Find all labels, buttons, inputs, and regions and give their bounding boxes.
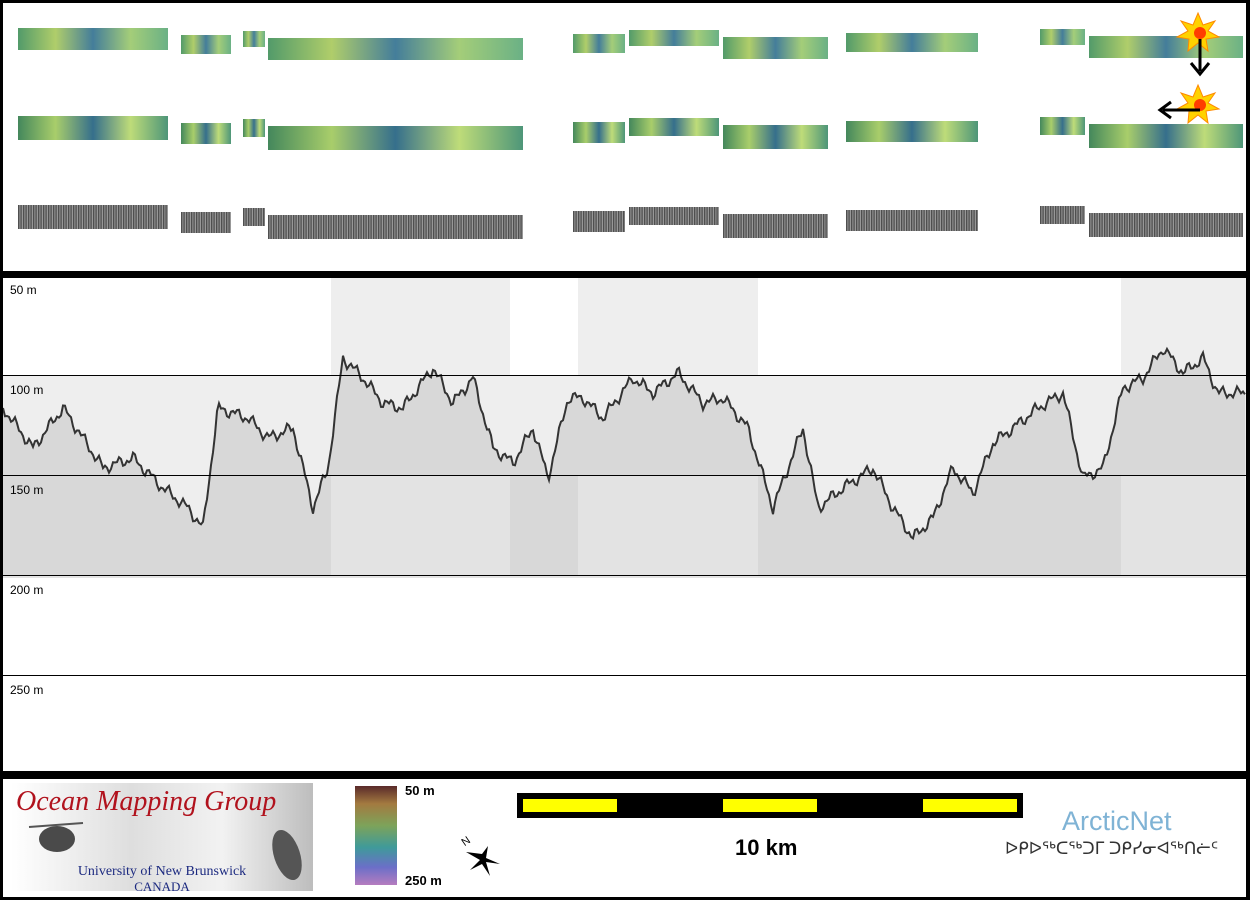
depth-gridline <box>3 575 1246 576</box>
arcticnet-logo: ArcticNet <box>1062 806 1172 836</box>
logo-title: Ocean Mapping Group <box>16 786 277 817</box>
north-arrow-icon: N <box>456 832 504 885</box>
bathymetry-strip <box>723 125 828 149</box>
bathymetry-strip <box>243 31 265 47</box>
scale-bar <box>517 793 1023 818</box>
legend-panel: Ocean Mapping Group University of New Br… <box>3 779 1246 897</box>
bathymetry-strip <box>268 38 523 60</box>
swath-imagery-panel <box>3 3 1246 271</box>
colorbar-top-label: 50 m <box>405 783 435 798</box>
logo-artwork <box>28 822 302 881</box>
backscatter-strip <box>1089 213 1243 237</box>
down-arrow-icon <box>1189 39 1211 77</box>
backscatter-strip <box>846 210 978 231</box>
track-markers <box>1157 11 1221 125</box>
bathymetry-strip <box>573 122 625 143</box>
depth-gridline <box>3 375 1246 376</box>
bathymetry-strip <box>181 35 231 54</box>
bathymetry-strip <box>1040 29 1085 45</box>
backscatter-strip <box>573 211 625 232</box>
depth-gridline <box>3 475 1246 476</box>
bathymetry-strip <box>846 121 978 142</box>
star-burst-icon <box>1175 83 1221 125</box>
scale-segment <box>923 799 1017 812</box>
depth-gridline <box>3 675 1246 676</box>
bathymetry-strip <box>18 116 168 140</box>
left-arrow-icon <box>1157 100 1200 120</box>
depth-label-200: 200 m <box>10 583 44 597</box>
scale-segment <box>523 799 617 812</box>
arcticnet-syllabics: ᐅᑭᐅᖅᑕᖅᑐᒥ ᑐᑭᓯᓂᐊᖅᑎᓖᑦ <box>1005 839 1219 858</box>
backscatter-strip <box>18 205 168 229</box>
logo-university: University of New Brunswick <box>77 864 247 879</box>
bathymetry-strip <box>629 30 719 46</box>
bathymetry-strip <box>18 28 168 50</box>
shaded-band <box>578 278 758 475</box>
ocean-mapping-group-logo: Ocean Mapping Group University of New Br… <box>11 783 313 891</box>
scale-segment <box>723 799 817 812</box>
backscatter-strip <box>268 215 523 239</box>
seafloor-echo-fill <box>3 348 1246 578</box>
north-label: N <box>459 834 472 848</box>
star-burst-icon <box>1175 11 1221 53</box>
bathymetry-strip <box>243 119 265 137</box>
scale-label: 10 km <box>735 835 798 860</box>
backscatter-strip <box>629 207 719 225</box>
bathymetry-strip <box>181 123 231 144</box>
bathymetry-strip <box>723 37 828 59</box>
bathymetry-strip <box>1040 117 1085 135</box>
depth-profile-panel: 50 m 100 m 150 m 200 m 250 m <box>3 278 1246 771</box>
backscatter-strip <box>1040 206 1085 224</box>
colorbar-bottom-label: 250 m <box>405 873 442 888</box>
depth-colorbar <box>355 786 397 885</box>
seafloor-profile <box>3 346 1246 578</box>
backscatter-strip <box>243 208 265 226</box>
bathymetry-strip <box>629 118 719 136</box>
seafloor-trace <box>3 346 1246 541</box>
depth-label-50: 50 m <box>10 283 37 297</box>
bathymetry-strip <box>573 34 625 53</box>
depth-label-100: 100 m <box>10 383 44 397</box>
bathymetry-strip <box>846 33 978 52</box>
bathymetry-strip <box>1089 124 1243 148</box>
depth-label-150: 150 m <box>10 483 44 497</box>
backscatter-strip <box>723 214 828 238</box>
shaded-band <box>1121 278 1246 475</box>
logo-country: CANADA <box>134 879 190 891</box>
backscatter-strip <box>181 212 231 233</box>
depth-label-250: 250 m <box>10 683 44 697</box>
bathymetry-strip <box>268 126 523 150</box>
